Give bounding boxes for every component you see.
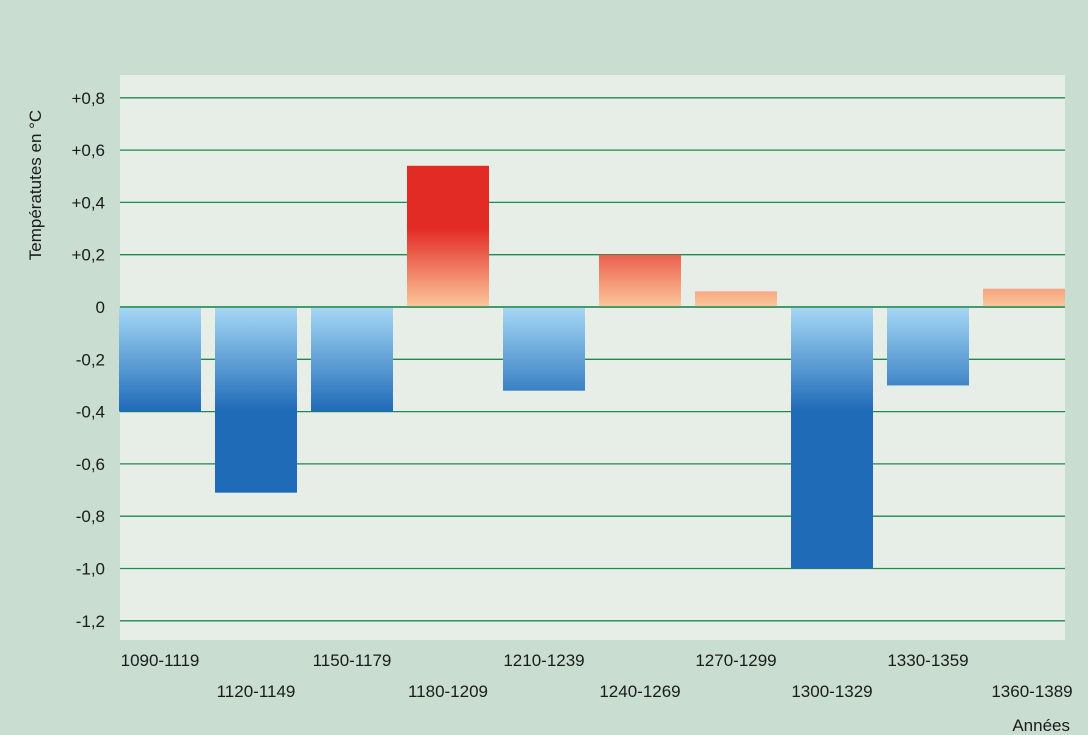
x-tick-label: 1270-1299 <box>695 651 776 670</box>
y-tick-label: -0,6 <box>76 455 105 474</box>
bar-1240-1269 <box>599 254 681 307</box>
bar-1090-1119 <box>119 307 201 412</box>
y-tick-label: +0,2 <box>71 246 105 265</box>
x-tick-label: 1300-1329 <box>791 682 872 701</box>
y-tick-label: -1,2 <box>76 612 105 631</box>
bar-1300-1329 <box>791 307 873 569</box>
bars <box>119 165 1065 569</box>
bar-1120-1149 <box>215 307 297 493</box>
y-tick-label: -0,8 <box>76 507 105 526</box>
x-axis-label: Années <box>1012 716 1070 735</box>
x-tick-label: 1210-1239 <box>503 651 584 670</box>
bar-1180-1209 <box>407 165 489 307</box>
y-tick-label: +0,8 <box>71 89 105 108</box>
x-tick-label: 1330-1359 <box>887 651 968 670</box>
bar-1270-1299 <box>695 291 777 307</box>
x-tick-label: 1360-1389 <box>991 682 1072 701</box>
x-tick-label: 1090-1119 <box>121 651 200 670</box>
y-tick-label: 0 <box>96 298 105 317</box>
x-tick-label: 1180-1209 <box>408 682 488 701</box>
y-tick-label: -1,0 <box>76 560 105 579</box>
x-tick-label: 1150-1179 <box>313 651 392 670</box>
x-tick-label: 1120-1149 <box>217 682 296 701</box>
bar-1360-1389 <box>983 288 1065 307</box>
y-tick-labels: +0,8 +0,6 +0,4 +0,2 0 -0,2 -0,4 -0,6 -0,8 -1,0 -1,… <box>71 89 105 631</box>
bar-1210-1239 <box>503 307 585 391</box>
bar-1150-1179 <box>311 307 393 412</box>
y-tick-label: +0,6 <box>71 141 105 160</box>
y-tick-label: -0,4 <box>76 403 105 422</box>
x-tick-label: 1240-1269 <box>599 682 680 701</box>
x-tick-labels: 1090-1119 1120-1149 1150-1179 1180-1209 1210… <box>121 651 1073 701</box>
y-tick-label: -0,2 <box>76 350 105 369</box>
bar-1330-1359 <box>887 307 969 386</box>
y-tick-label: +0,4 <box>71 193 105 212</box>
y-axis-label: Températutes en °C <box>26 110 45 260</box>
